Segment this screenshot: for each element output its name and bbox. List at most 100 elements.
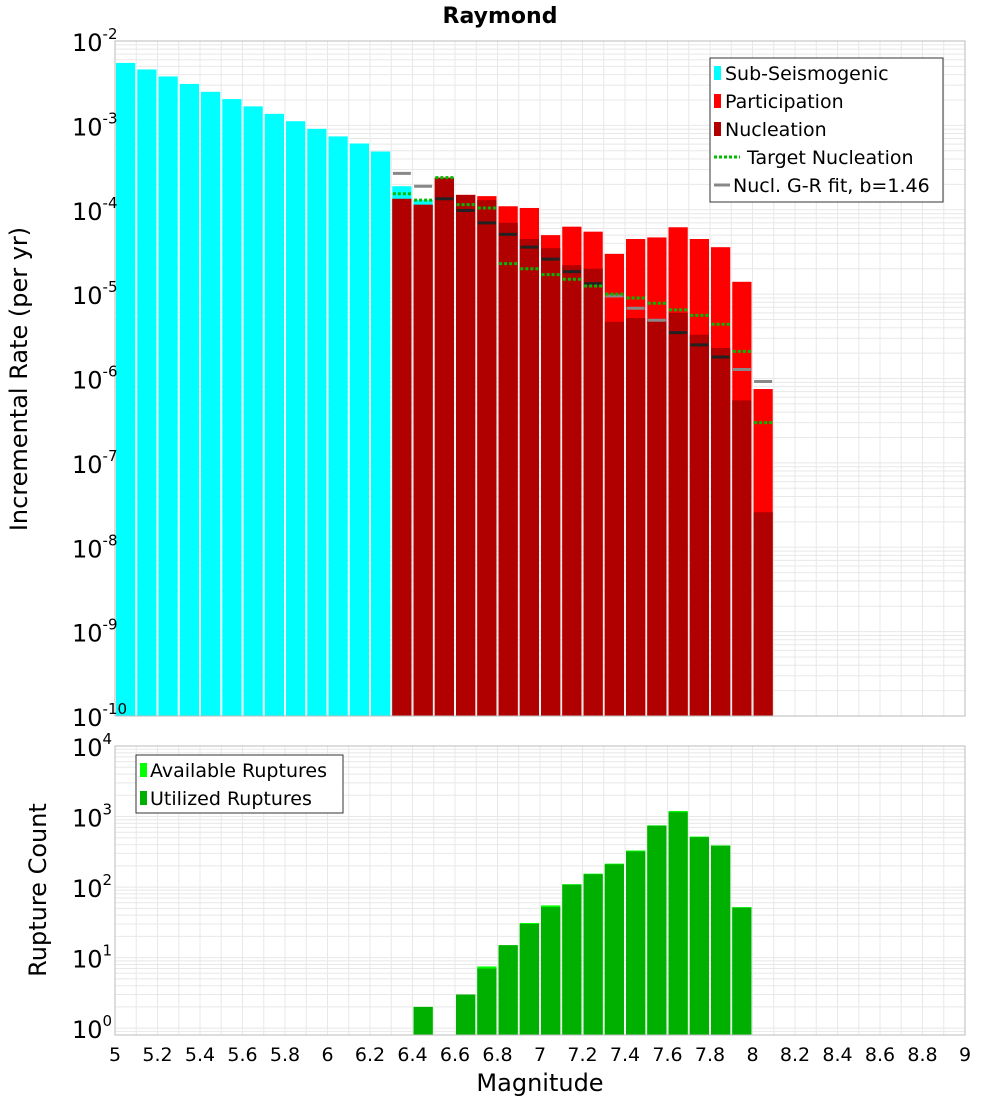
nucleation-bar — [392, 198, 412, 717]
legend-swatch-utilized — [140, 791, 147, 805]
y-tick-label: 10-9 — [72, 616, 118, 648]
legend-label-sub-seismogenic: Sub-Seismogenic — [725, 63, 889, 85]
x-tick-label: 5.4 — [185, 1044, 215, 1066]
x-tick-label: 7.4 — [610, 1044, 640, 1066]
x-tick-label: 6 — [321, 1044, 333, 1066]
legend-label-nucleation: Nucleation — [725, 119, 827, 141]
y-tick-label: 102 — [72, 871, 112, 903]
x-tick-label: 7.6 — [652, 1044, 682, 1066]
nucleation-bar — [519, 239, 539, 716]
utilized-ruptures-bar — [668, 812, 688, 1035]
y-tick-label: 10-3 — [72, 109, 118, 141]
x-tick-label: 6.4 — [397, 1044, 427, 1066]
bottom-legend: Available Ruptures Utilized Ruptures — [135, 754, 344, 814]
utilized-ruptures-bar — [413, 1006, 433, 1035]
legend-label-target-nucleation: Target Nucleation — [746, 147, 914, 169]
utilized-ruptures-bar — [519, 923, 539, 1035]
bottom-plot-area: 104 103 102 101 100 5 5.2 5.4 5.6 5.8 6 6.2 6.4 6.6 6… — [72, 730, 971, 1066]
x-tick-label: 8.2 — [780, 1044, 810, 1066]
legend-label-gr-fit: Nucl. G-R fit, b=1.46 — [733, 175, 930, 197]
x-tick-label: 8.6 — [865, 1044, 895, 1066]
sub-seismogenic-bar — [222, 99, 242, 716]
nucleation-bar — [434, 177, 454, 716]
x-tick-label: 8.8 — [907, 1044, 937, 1066]
sub-seismogenic-bar — [371, 151, 391, 716]
top-plot-frame — [114, 40, 966, 717]
utilized-ruptures-bar — [732, 907, 752, 1035]
legend-label-utilized: Utilized Ruptures — [150, 788, 312, 810]
legend-label-available: Available Ruptures — [150, 760, 327, 782]
utilized-ruptures-bar — [456, 994, 476, 1035]
utilized-ruptures-bar — [541, 907, 561, 1035]
nucleation-bar — [498, 222, 518, 716]
sub-seismogenic-bar — [158, 76, 178, 717]
y-tick-label: 10-5 — [72, 278, 118, 310]
sub-seismogenic-bar — [243, 106, 263, 717]
legend-swatch-sub-seismogenic — [714, 66, 721, 80]
sub-seismogenic-bar — [116, 62, 136, 716]
nucleation-bar — [413, 204, 433, 717]
y-tick-label: 104 — [72, 730, 112, 762]
bottom-plot-frame — [114, 745, 966, 1036]
nucleation-bar — [583, 268, 603, 716]
utilized-ruptures-bar — [583, 874, 603, 1035]
utilized-ruptures-bar — [562, 884, 582, 1035]
y-tick-label: 103 — [72, 801, 112, 833]
nucleation-bar — [732, 400, 752, 716]
nucleation-bar — [562, 265, 582, 716]
legend-swatch-available — [140, 763, 147, 777]
x-tick-label: 6.8 — [482, 1044, 512, 1066]
y-tick-label: 10-8 — [72, 531, 118, 563]
legend-swatch-participation — [714, 94, 721, 108]
chart-title: Raymond — [443, 4, 558, 29]
x-tick-label: 7 — [534, 1044, 546, 1066]
x-tick-label: 8.4 — [822, 1044, 852, 1066]
bottom-y-tick-labels: 104 103 102 101 100 — [72, 730, 112, 1044]
nucleation-bar — [753, 512, 773, 716]
nucleation-bar — [668, 312, 688, 716]
top-bars — [116, 62, 773, 717]
nucleation-bar — [477, 200, 497, 716]
y-tick-label: 10-7 — [72, 447, 118, 479]
utilized-ruptures-bar — [498, 945, 518, 1035]
utilized-ruptures-bar — [647, 825, 667, 1035]
x-tick-label: 5.6 — [227, 1044, 257, 1066]
x-tick-labels: 5 5.2 5.4 5.6 5.8 6 6.2 6.4 6.6 6.8 7 7.2 7.4 7.6 7.8 8… — [109, 1044, 971, 1066]
nucleation-bar — [456, 194, 476, 716]
nucleation-bar — [541, 248, 561, 717]
x-tick-label: 6.2 — [355, 1044, 385, 1066]
x-tick-label: 5.2 — [142, 1044, 172, 1066]
utilized-ruptures-bar — [689, 837, 709, 1035]
nucleation-bar — [689, 334, 709, 716]
sub-seismogenic-bar — [286, 121, 306, 716]
x-tick-label: 5.8 — [270, 1044, 300, 1066]
y-tick-label: 10-4 — [72, 194, 118, 226]
top-legend: Sub-Seismogenic Participation Nucleation… — [709, 57, 944, 203]
utilized-ruptures-bar — [604, 864, 624, 1035]
x-tick-label: 7.2 — [567, 1044, 597, 1066]
sub-seismogenic-bar — [201, 91, 221, 716]
top-y-tick-labels: 10-2 10-3 10-4 10-5 10-6 10-7 10-8 10-9 10-10 — [72, 25, 127, 732]
bottom-bars — [413, 810, 752, 1035]
x-tick-label: 5 — [109, 1044, 121, 1066]
sub-seismogenic-bar — [179, 83, 199, 716]
sub-seismogenic-bar — [307, 128, 327, 717]
top-y-axis-label: Incremental Rate (per yr) — [5, 227, 33, 531]
bottom-legend-box — [135, 754, 344, 814]
nucleation-bar — [647, 321, 667, 716]
sub-seismogenic-bar — [328, 136, 348, 716]
x-tick-label: 8 — [746, 1044, 758, 1066]
x-tick-label: 9 — [959, 1044, 971, 1066]
x-tick-label: 6.6 — [440, 1044, 470, 1066]
x-tick-label: 7.8 — [695, 1044, 725, 1066]
utilized-ruptures-bar — [626, 851, 646, 1035]
top-legend-box — [709, 57, 944, 203]
x-axis-label: Magnitude — [476, 1069, 603, 1097]
utilized-ruptures-bar — [711, 845, 731, 1035]
bottom-y-axis-label: Rupture Count — [24, 803, 52, 977]
utilized-ruptures-bar — [477, 968, 497, 1035]
y-tick-label: 10-10 — [72, 700, 127, 732]
nucleation-bar — [604, 321, 624, 716]
nucleation-bar — [711, 347, 731, 716]
